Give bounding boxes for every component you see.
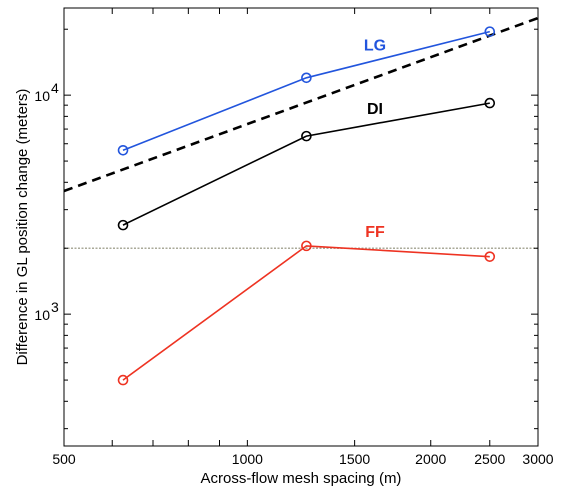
series-label-lg: LG <box>364 37 386 54</box>
x-tick-label: 1500 <box>339 451 370 467</box>
data-point-ff <box>484 251 496 262</box>
x-tick-label: 2000 <box>415 451 446 467</box>
x-tick-label: 500 <box>52 451 76 467</box>
dashed-trend-line <box>64 16 538 193</box>
reference-lines <box>64 16 538 249</box>
series-line-di <box>122 102 490 226</box>
y-axis-title: Difference in GL position change (meters… <box>14 89 31 366</box>
data-point-di <box>484 97 496 109</box>
series-group: LG DI FF <box>117 26 496 386</box>
data-point-di <box>117 219 129 231</box>
data-point-di <box>301 130 312 142</box>
y-tick-label: 10 <box>34 307 50 323</box>
data-point-ff <box>117 374 129 386</box>
data-point-ff <box>301 240 312 252</box>
data-point-lg <box>117 144 129 156</box>
series-line-lg <box>122 30 490 152</box>
data-point-lg <box>484 26 496 37</box>
plot-frame <box>63 7 539 447</box>
y-tick-exponent: 4 <box>51 80 59 96</box>
x-tick-label: 1000 <box>232 451 263 467</box>
y-tick-exponent: 3 <box>51 299 59 315</box>
series-label-di: DI <box>367 101 383 118</box>
y-tick-label: 10 <box>34 88 50 104</box>
x-tick-label: 3000 <box>522 451 553 467</box>
data-point-lg <box>301 72 312 84</box>
x-axis-title: Across-flow mesh spacing (m) <box>201 470 402 487</box>
x-tick-label: 2500 <box>474 451 505 467</box>
series-line-ff <box>122 245 490 381</box>
series-label-ff: FF <box>365 224 385 241</box>
